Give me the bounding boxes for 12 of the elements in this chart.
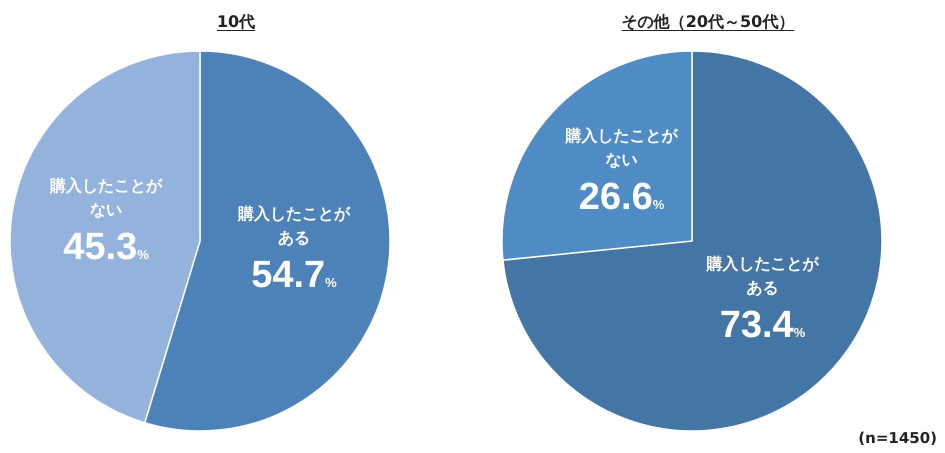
data-label: 73.4% — [718, 302, 806, 348]
slice-label: 購入したことがある — [236, 202, 352, 249]
pie-slice — [502, 50, 883, 432]
data-label: 26.6% — [578, 175, 666, 220]
chart-title: 10代 — [216, 12, 256, 31]
slice-label: 購入したことがない — [564, 125, 679, 172]
data-label: 54.7% — [250, 252, 338, 298]
text: (n=1450) — [858, 429, 937, 447]
data-label: 45.3% — [62, 225, 150, 270]
slice-label: 購入したことがある — [705, 252, 820, 299]
chart-title: その他（20代～50代） — [622, 12, 794, 31]
slice-label: 購入したことがない — [48, 175, 164, 222]
